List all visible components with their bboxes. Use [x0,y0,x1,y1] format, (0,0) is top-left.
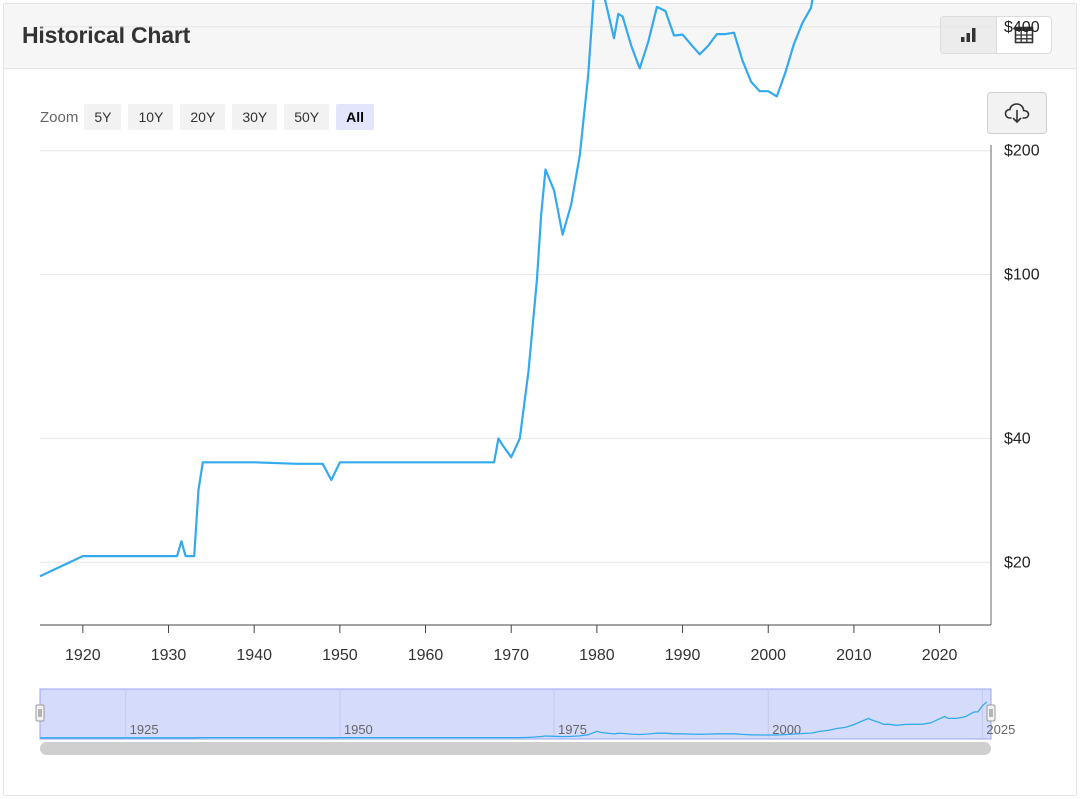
x-tick-label: 1930 [151,647,187,664]
grid-lines [40,26,991,563]
y-tick-label: $200 [1004,143,1040,160]
table-view-button[interactable] [997,17,1052,53]
zoom-5y-button[interactable]: 5Y [84,104,122,130]
zoom-controls: Zoom 5Y 10Y 20Y 30Y 50Y All [40,104,381,130]
zoom-10y-button[interactable]: 10Y [128,104,174,130]
y-axis-labels: $20$40$100$200$400$1K$2K [1004,19,1040,572]
x-tick-label: 1960 [408,647,444,664]
x-tick-label: 2020 [922,647,958,664]
zoom-50y-button[interactable]: 50Y [284,104,330,130]
x-tick-label: 1970 [493,647,529,664]
navigator-label: 1975 [558,722,587,737]
y-tick-label: $100 [1004,267,1040,284]
navigator-label: 2000 [772,722,801,737]
chart-view-button[interactable] [941,17,997,53]
navigator-label: 1925 [130,722,159,737]
x-tick-label: 1940 [236,647,272,664]
navigator-label: 1950 [344,722,373,737]
navigator-label: 2025 [986,722,1015,737]
zoom-20y-button[interactable]: 20Y [180,104,226,130]
y-tick-label: $400 [1004,19,1040,36]
cloud-download-icon [1004,103,1030,123]
navigator-selection[interactable] [39,688,992,740]
navigator-left-handle[interactable] [35,704,45,722]
price-series-line [39,0,814,578]
download-button[interactable] [987,92,1047,134]
x-tick-label: 1950 [322,647,358,664]
x-tick-label: 1980 [579,647,615,664]
table-icon [1014,26,1034,44]
x-tick-label: 2000 [750,647,786,664]
zoom-all-button[interactable]: All [336,104,375,130]
x-tick-label: 1990 [665,647,701,664]
navigator-series-line [40,701,988,739]
navigator-scrollbar[interactable] [40,742,991,755]
historical-chart-card: Historical Chart [3,3,1077,796]
y-tick-label: $20 [1004,554,1031,571]
x-tick-label: 1920 [65,647,101,664]
zoom-label: Zoom [40,108,79,126]
card-header: Historical Chart [4,4,1076,69]
bar-chart-icon [961,28,976,42]
view-toggle [940,16,1052,54]
x-tick-label: 2010 [836,647,872,664]
y-tick-label: $40 [1004,430,1031,447]
range-navigator[interactable]: 1925 1950 1975 2000 2025 [35,688,1015,755]
x-axis: 1920 1930 1940 1950 1960 1970 1980 1990 2000 2010… [40,624,991,664]
zoom-30y-button[interactable]: 30Y [232,104,278,130]
navigator-right-handle[interactable] [986,704,996,722]
